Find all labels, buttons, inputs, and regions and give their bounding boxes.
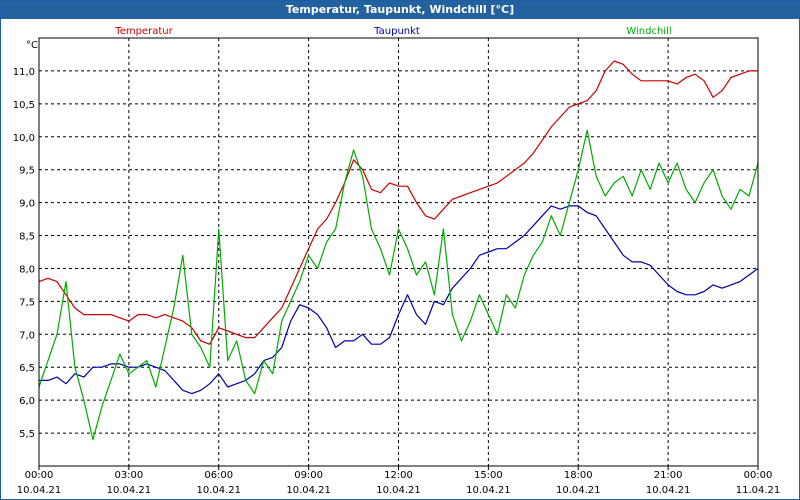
x-tick-date-label: 10.04.21 (646, 485, 691, 496)
legend-label-windchill: Windchill (626, 26, 671, 37)
x-tick-date-label: 10.04.21 (376, 485, 421, 496)
x-tick-date-label: 11.04.21 (736, 485, 781, 496)
y-tick-label: 7,0 (19, 330, 35, 341)
x-tick-date-label: 10.04.21 (17, 485, 62, 496)
chart-title: Temperatur, Taupunkt, Windchill [°C] (1, 1, 799, 19)
axes: 5,5 6,0 6,5 7,0 7,5 8,0 8,5 9,0 9,5 10,0 10,5 11,0 0… (13, 37, 781, 496)
x-tick-time-label: 06:00 (204, 470, 233, 481)
y-tick-label: 10,5 (13, 100, 35, 111)
y-tick-label: 11,0 (13, 67, 35, 78)
series-lines (38, 60, 759, 441)
x-tick-date-label: 10.04.21 (286, 485, 331, 496)
x-tick-time-label: 00:00 (25, 470, 54, 481)
y-axis-unit-label: °C (26, 40, 38, 51)
x-tick-time-label: 00:00 (744, 470, 773, 481)
x-tick-time-label: 15:00 (474, 470, 503, 481)
legend-label-taupunkt: Taupunkt (373, 26, 420, 37)
y-tick-label: 8,5 (19, 232, 35, 243)
y-tick-label: 9,0 (19, 199, 35, 210)
y-tick-label: 5,5 (19, 429, 35, 440)
series-line-temperatur (38, 60, 758, 345)
x-tick-time-label: 09:00 (294, 470, 323, 481)
y-tick-label: 6,0 (19, 396, 35, 407)
x-tick-date-label: 10.04.21 (556, 485, 601, 496)
x-tick-date-label: 10.04.21 (107, 485, 152, 496)
plot-frame (38, 37, 759, 467)
grid-lines (39, 38, 758, 466)
y-tick-label: 8,0 (19, 264, 35, 275)
series-line-taupunkt (39, 205, 759, 395)
series-line-windchill (38, 129, 759, 441)
y-tick-label: 10,0 (13, 133, 35, 144)
y-tick-label: 6,5 (19, 363, 35, 374)
x-tick-date-label: 10.04.21 (196, 485, 241, 496)
y-tick-label: 7,5 (19, 297, 35, 308)
x-tick-date-label: 10.04.21 (466, 485, 511, 496)
x-tick-time-label: 18:00 (564, 470, 593, 481)
legend-label-temperatur: Temperatur (114, 26, 173, 37)
x-tick-time-label: 03:00 (114, 470, 143, 481)
x-tick-time-label: 12:00 (384, 470, 413, 481)
x-tick-time-label: 21:00 (654, 470, 683, 481)
legend: Temperatur Taupunkt Windchill (114, 26, 671, 37)
y-tick-label: 9,5 (19, 166, 35, 177)
